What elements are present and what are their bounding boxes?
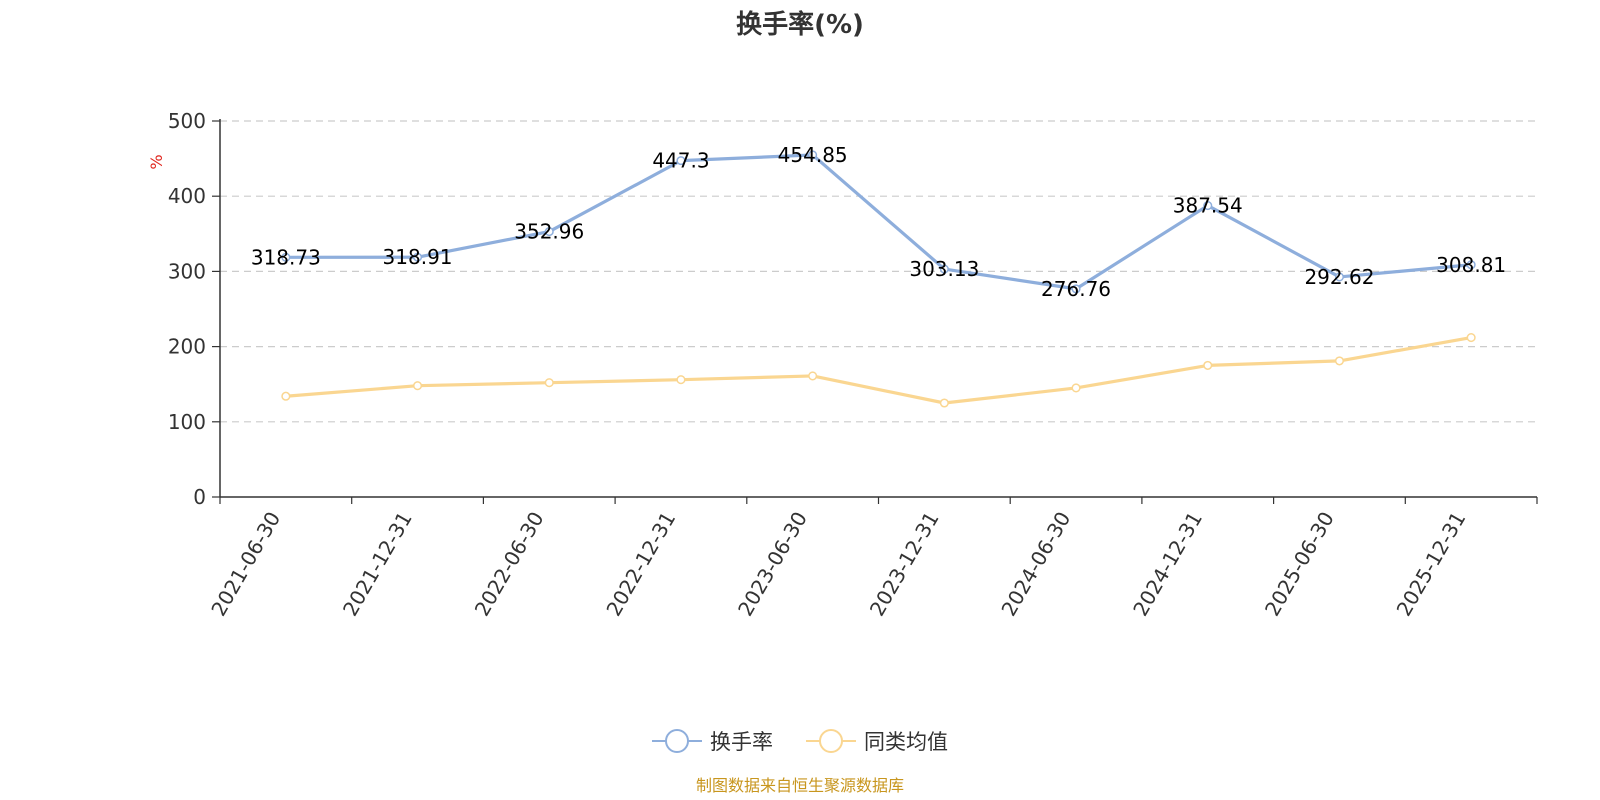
- data-label: 318.91: [383, 245, 453, 269]
- x-tick-label: 2022-06-30: [470, 508, 549, 621]
- x-tick-label: 2023-12-31: [865, 508, 944, 621]
- y-tick-label: 100: [168, 410, 206, 434]
- data-point: [281, 391, 291, 401]
- x-tick-label: 2023-06-30: [733, 508, 812, 621]
- y-tick-label: 300: [168, 259, 206, 283]
- x-tick-label: 2021-06-30: [206, 508, 285, 621]
- data-point: [1071, 383, 1081, 393]
- y-tick-label: 400: [168, 184, 206, 208]
- data-point: [1466, 260, 1476, 270]
- data-point: [939, 264, 949, 274]
- data-label: 318.73: [251, 245, 321, 269]
- data-point: [1466, 333, 1476, 343]
- chart-title: 换手率(%): [736, 9, 864, 40]
- data-label: 447.3: [652, 149, 709, 173]
- data-label: 352.96: [514, 220, 584, 244]
- y-axis-unit: %: [147, 154, 166, 169]
- series-line: [285, 153, 1472, 291]
- y-tick-label: 500: [168, 109, 206, 133]
- data-labels: 318.73 318.91 352.96 447.3 454.85 303.13 276.7…: [251, 143, 1506, 301]
- legend-item[interactable]: 换手率: [652, 729, 773, 754]
- grid-lines: [220, 120, 1537, 423]
- data-point: [281, 252, 291, 262]
- data-point: [676, 156, 686, 166]
- x-tick-label: 2024-06-30: [996, 508, 1075, 621]
- data-point: [1203, 360, 1213, 370]
- y-tick-label: 200: [168, 335, 206, 359]
- data-point: [544, 378, 554, 388]
- x-tick-label: 2022-12-31: [601, 508, 680, 621]
- data-label: 276.76: [1041, 277, 1111, 301]
- data-label: 308.81: [1436, 253, 1506, 277]
- data-label: 292.62: [1304, 265, 1374, 289]
- axes: 0 100 200 300 400 500 2021-06-30 2021-12-31 2022…: [168, 109, 1538, 621]
- data-point: [676, 375, 686, 385]
- legend-item[interactable]: 同类均值: [806, 729, 948, 754]
- data-point: [808, 150, 818, 160]
- data-point: [1334, 356, 1344, 366]
- x-tick-label: 2021-12-31: [338, 508, 417, 621]
- data-point: [808, 371, 818, 381]
- source-note: 制图数据来自恒生聚源数据库: [696, 776, 904, 795]
- data-point: [1071, 284, 1081, 294]
- legend-circle-icon: [665, 729, 689, 753]
- legend-label: 同类均值: [864, 730, 948, 754]
- x-tick-label: 2024-12-31: [1128, 508, 1207, 621]
- series-lines: [281, 150, 1476, 408]
- data-label: 303.13: [909, 257, 979, 281]
- data-point: [413, 252, 423, 262]
- x-tick-label: 2025-06-30: [1260, 508, 1339, 621]
- data-label: 387.54: [1173, 194, 1243, 218]
- legend[interactable]: 换手率 同类均值: [652, 729, 948, 754]
- data-point: [1203, 201, 1213, 211]
- data-point: [1334, 272, 1344, 282]
- data-point: [413, 381, 423, 391]
- legend-label: 换手率: [710, 730, 773, 754]
- data-point: [544, 227, 554, 237]
- y-tick-label: 0: [193, 485, 206, 509]
- x-tick-label: 2025-12-31: [1392, 508, 1471, 621]
- series-line: [285, 336, 1472, 405]
- data-point: [939, 398, 949, 408]
- legend-circle-icon: [819, 729, 843, 753]
- data-label: 454.85: [778, 143, 848, 167]
